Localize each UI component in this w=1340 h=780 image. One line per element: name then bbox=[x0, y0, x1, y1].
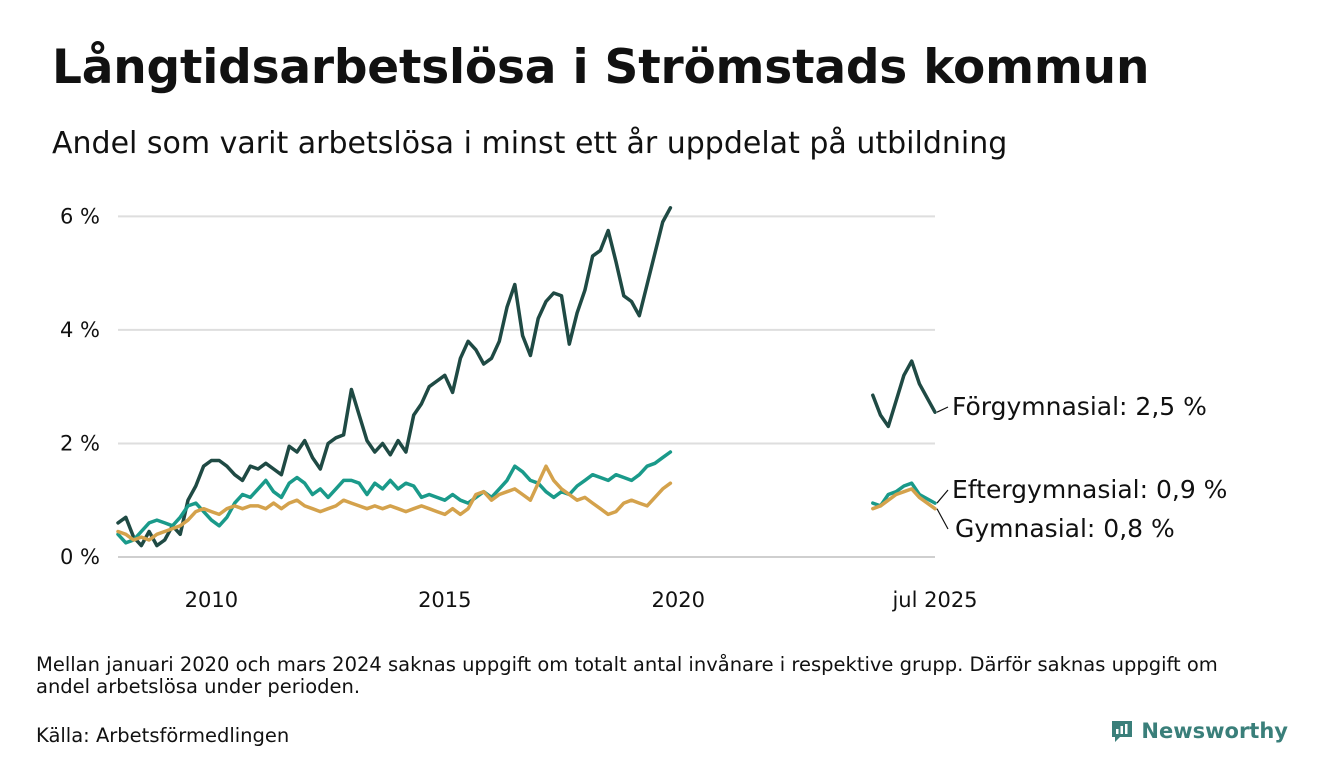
grid-lines bbox=[118, 215, 935, 558]
x-tick-label: 2020 bbox=[652, 588, 705, 612]
chart-subtitle: Andel som varit arbetslösa i minst ett å… bbox=[52, 126, 1008, 161]
series-line-förgymnasial bbox=[116, 206, 937, 548]
series-lines bbox=[116, 206, 937, 548]
x-tick-label: 2010 bbox=[185, 588, 238, 612]
line-chart: 0 % 2 % 4 % 6 % 2010 2015 2020 jul 2025 Förgym… bbox=[60, 204, 1227, 612]
y-tick-label: 4 % bbox=[60, 318, 100, 342]
x-tick-label: 2015 bbox=[418, 588, 471, 612]
newsworthy-logo-icon bbox=[1112, 721, 1133, 742]
y-tick-label: 2 % bbox=[60, 431, 100, 455]
brand-name: Newsworthy bbox=[1141, 719, 1288, 743]
brand-logo[interactable]: Newsworthy bbox=[1109, 718, 1288, 744]
end-label-eftergymnasial: Eftergymnasial: 0,9 % bbox=[952, 475, 1227, 504]
x-axis-labels: 2010 2015 2020 jul 2025 bbox=[185, 588, 978, 612]
x-tick-label: jul 2025 bbox=[891, 588, 977, 612]
end-labels: Förgymnasial: 2,5 % Eftergymnasial: 0,9 %… bbox=[936, 392, 1227, 543]
series-line-gymnasial bbox=[116, 464, 937, 542]
source-text: Källa: Arbetsförmedlingen bbox=[36, 724, 290, 747]
y-tick-label: 6 % bbox=[60, 204, 100, 228]
y-tick-label: 0 % bbox=[60, 545, 100, 569]
end-label-connector bbox=[936, 489, 949, 504]
chart-title: Långtidsarbetslösa i Strömstads kommun bbox=[52, 40, 1150, 95]
end-label-connector bbox=[936, 406, 949, 413]
end-label-förgymnasial: Förgymnasial: 2,5 % bbox=[952, 392, 1207, 421]
end-label-connector bbox=[936, 508, 949, 530]
end-label-gymnasial: Gymnasial: 0,8 % bbox=[955, 514, 1175, 543]
footnote: Mellan januari 2020 och mars 2024 saknas… bbox=[36, 653, 1218, 698]
y-axis-labels: 0 % 2 % 4 % 6 % bbox=[60, 204, 100, 569]
